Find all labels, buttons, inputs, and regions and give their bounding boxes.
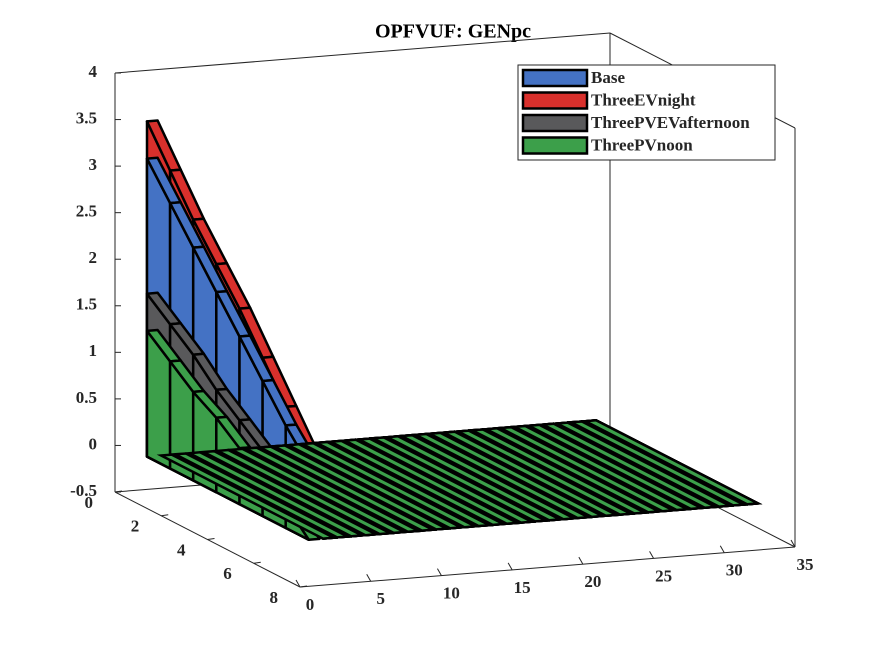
z-tick-label: 0.5 bbox=[76, 388, 97, 407]
x-tick bbox=[578, 556, 584, 565]
flat-ribbon bbox=[396, 433, 579, 521]
x-tick bbox=[295, 579, 301, 588]
flat-ribbon bbox=[467, 428, 650, 515]
axis-line bbox=[114, 32, 611, 74]
legend-label: ThreePVnoon bbox=[591, 135, 693, 154]
z-tick-label: 0 bbox=[89, 434, 98, 453]
legend-label: ThreePVEVafternoon bbox=[591, 113, 750, 132]
flat-ribbon bbox=[354, 437, 537, 524]
x-tick bbox=[507, 562, 513, 571]
flat-ribbon bbox=[326, 439, 508, 527]
x-tick-label: 35 bbox=[797, 555, 814, 574]
flat-ribbon bbox=[241, 446, 423, 533]
x-tick-label: 15 bbox=[514, 578, 531, 597]
flat-ribbon bbox=[184, 451, 367, 538]
flat-ribbon bbox=[255, 445, 438, 532]
x-tick-label: 10 bbox=[443, 583, 460, 602]
y-tick bbox=[207, 538, 215, 540]
z-tick-label: 3 bbox=[89, 155, 98, 174]
x-tick bbox=[719, 545, 725, 553]
y-tick-label: 4 bbox=[177, 540, 186, 559]
legend-swatch bbox=[521, 91, 589, 110]
flat-ribbon bbox=[382, 435, 565, 522]
flat-ribbon bbox=[368, 436, 551, 523]
z-tick-label: 1 bbox=[89, 341, 98, 360]
z-tick-label: 1.5 bbox=[76, 295, 97, 314]
y-tick bbox=[253, 561, 261, 564]
flat-ribbon bbox=[170, 452, 353, 539]
flat-ribbon bbox=[524, 423, 706, 511]
y-tick-label: 2 bbox=[131, 517, 140, 536]
z-tick-label: 3.5 bbox=[76, 108, 97, 127]
legend-swatch bbox=[521, 113, 589, 133]
x-tick bbox=[649, 551, 655, 559]
flat-ribbon bbox=[198, 449, 381, 537]
flat-ribbon bbox=[481, 427, 664, 514]
flat-ribbon bbox=[269, 444, 452, 531]
y-tick-label: 8 bbox=[270, 588, 279, 607]
ribbon-group bbox=[145, 328, 763, 541]
x-tick bbox=[790, 539, 796, 548]
chart-title: OPFVUF: GENpc bbox=[375, 21, 531, 43]
x-tick bbox=[436, 568, 442, 576]
x-tick-label: 25 bbox=[655, 566, 672, 585]
flat-ribbon bbox=[510, 424, 692, 512]
flat-ribbon bbox=[340, 438, 522, 525]
flat-ribbon bbox=[552, 421, 735, 508]
y-tick bbox=[299, 585, 308, 588]
flat-ribbon bbox=[156, 453, 339, 540]
flat-ribbon bbox=[580, 419, 763, 506]
x-tick-label: 0 bbox=[306, 595, 315, 614]
legend-label: Base bbox=[591, 68, 625, 87]
plot-area bbox=[145, 119, 763, 541]
flat-ribbon bbox=[297, 441, 480, 529]
y-tick bbox=[114, 490, 123, 493]
z-tick-label: 2 bbox=[89, 248, 98, 267]
flat-ribbon bbox=[538, 422, 720, 509]
flat-ribbon bbox=[566, 420, 749, 507]
flat-ribbon bbox=[495, 425, 678, 513]
y-tick bbox=[161, 514, 169, 517]
x-tick-label: 20 bbox=[584, 572, 601, 591]
x-tick bbox=[366, 574, 372, 582]
flat-ribbon bbox=[283, 443, 466, 530]
axis-line bbox=[299, 546, 796, 588]
z-tick-label: 2.5 bbox=[76, 202, 97, 221]
flat-ribbon bbox=[425, 431, 607, 519]
flat-ribbon bbox=[227, 447, 409, 535]
flat-ribbon bbox=[453, 429, 636, 516]
z-tick-label: 4 bbox=[89, 62, 98, 81]
flat-ribbon bbox=[439, 430, 621, 517]
y-tick-label: 0 bbox=[85, 493, 94, 512]
legend: Base ThreeEVnight ThreePVEVafternoon ThreeP… bbox=[517, 64, 776, 161]
y-tick-label: 6 bbox=[223, 564, 232, 583]
legend-label: ThreeEVnight bbox=[591, 90, 696, 109]
flat-ribbon bbox=[213, 448, 395, 536]
legend-swatch bbox=[521, 68, 589, 88]
x-tick-label: 30 bbox=[726, 561, 743, 580]
x-tick-label: 5 bbox=[376, 589, 385, 608]
flat-ribbon bbox=[312, 440, 494, 528]
z-tick-label: -0.5 bbox=[70, 481, 97, 500]
legend-swatch bbox=[521, 136, 589, 155]
flat-ribbon bbox=[411, 432, 593, 520]
